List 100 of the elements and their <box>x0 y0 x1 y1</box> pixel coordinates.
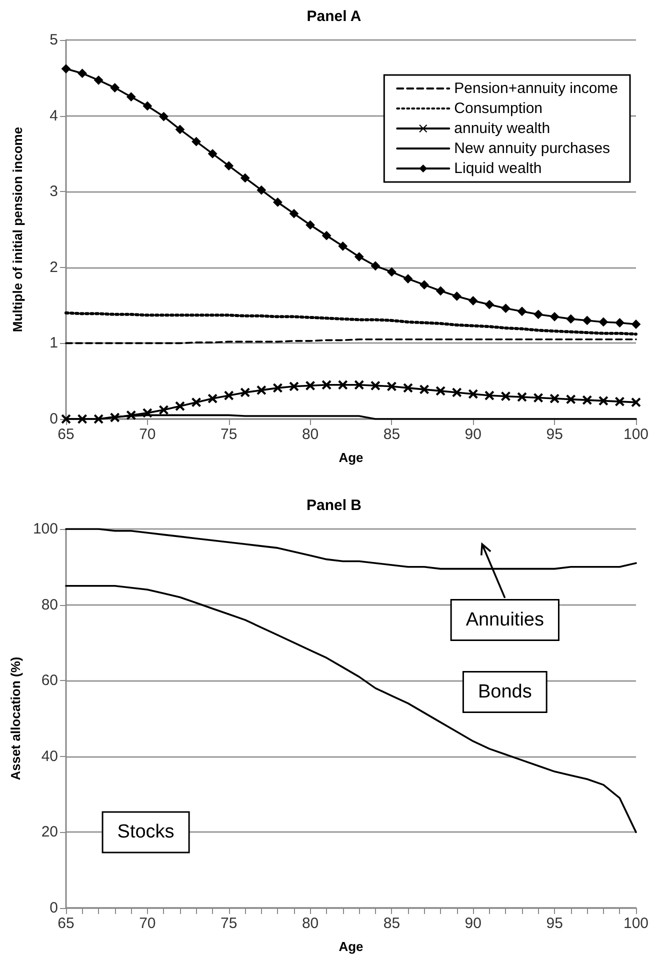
point <box>468 296 478 306</box>
line-series <box>65 528 637 570</box>
x-tick-label: 75 <box>220 915 238 932</box>
point <box>615 397 624 406</box>
point <box>370 381 380 390</box>
point <box>387 382 396 391</box>
point <box>598 317 608 326</box>
point <box>240 388 250 397</box>
point <box>224 161 234 170</box>
legend-label: Pension+annuity income <box>454 80 618 97</box>
point <box>256 386 266 395</box>
y-tick-label: 5 <box>50 32 58 48</box>
point <box>534 393 543 402</box>
point <box>159 405 168 414</box>
point <box>468 389 478 398</box>
point <box>420 280 429 290</box>
x-axis-title: Age <box>338 450 364 465</box>
point <box>452 292 462 301</box>
y-tick-label: 4 <box>50 107 58 124</box>
x-tick-label: 85 <box>383 426 400 443</box>
y-tick-label: 20 <box>41 824 58 841</box>
x-tick-label: 90 <box>464 915 482 932</box>
legend-label: New annuity purchases <box>454 140 610 157</box>
x-tick-label: 95 <box>546 915 563 932</box>
point <box>436 386 446 396</box>
y-tick-label: 100 <box>32 520 58 538</box>
y-tick-label: 40 <box>41 748 58 765</box>
x-tick-label: 65 <box>58 915 74 932</box>
x-axis-title: Age <box>338 939 364 954</box>
point <box>126 92 136 102</box>
point <box>78 414 87 424</box>
point <box>354 252 364 262</box>
point <box>126 410 136 420</box>
x-tick-label: 100 <box>623 426 649 443</box>
legend-label: Liquid wealth <box>454 160 542 177</box>
point <box>550 312 560 322</box>
y-axis-title: Multiple of initial pension income <box>10 126 25 332</box>
point <box>518 306 526 316</box>
y-tick-label: 60 <box>41 672 58 690</box>
point <box>94 76 104 85</box>
line-series <box>64 311 638 336</box>
point <box>338 242 348 251</box>
point <box>582 316 592 325</box>
point <box>420 384 429 394</box>
point <box>354 380 364 390</box>
annotation: Bonds <box>478 681 532 702</box>
y-tick-label: 1 <box>50 334 58 352</box>
legend-label: Consumption <box>454 100 543 117</box>
point <box>110 83 120 92</box>
y-tick-label: 0 <box>50 410 58 428</box>
point <box>192 398 201 407</box>
point <box>518 392 526 402</box>
point <box>94 414 104 424</box>
point <box>370 261 380 270</box>
point <box>598 396 608 406</box>
y-axis-title: Asset allocation (%) <box>8 656 24 780</box>
point <box>582 396 592 405</box>
point <box>224 391 234 400</box>
point <box>338 380 348 390</box>
point <box>404 274 412 284</box>
point <box>142 101 152 110</box>
y-tick-label: 2 <box>50 258 58 276</box>
point <box>208 149 218 158</box>
x-tick-label: 75 <box>220 426 238 443</box>
point <box>484 300 494 310</box>
x-tick-label: 70 <box>139 426 156 443</box>
point <box>290 382 298 391</box>
x-tick-label: 100 <box>623 915 649 932</box>
point <box>273 198 282 207</box>
y-tick-label: 3 <box>50 183 58 200</box>
point <box>306 220 315 230</box>
annotation: Annuities <box>466 609 544 630</box>
legend-label: annuity wealth <box>454 120 550 137</box>
point <box>159 112 168 122</box>
point <box>387 267 396 276</box>
point <box>142 408 152 418</box>
point <box>273 383 282 392</box>
point <box>534 310 543 319</box>
point <box>176 124 184 134</box>
point <box>632 320 640 329</box>
point <box>566 314 576 324</box>
x-tick-label: 85 <box>383 915 400 932</box>
point <box>501 304 510 313</box>
point <box>110 412 120 422</box>
point <box>632 398 640 407</box>
point <box>484 391 494 400</box>
point <box>208 394 218 404</box>
point <box>176 402 184 411</box>
point <box>192 137 201 146</box>
point <box>615 318 624 328</box>
point <box>322 380 332 390</box>
point <box>566 394 576 404</box>
point <box>436 286 446 296</box>
point <box>256 186 266 195</box>
point <box>306 381 315 390</box>
point <box>78 68 87 78</box>
x-tick-label: 90 <box>464 426 482 443</box>
y-tick-label: 0 <box>50 900 58 916</box>
chart-title: Panel B <box>306 497 362 514</box>
point <box>550 394 560 404</box>
